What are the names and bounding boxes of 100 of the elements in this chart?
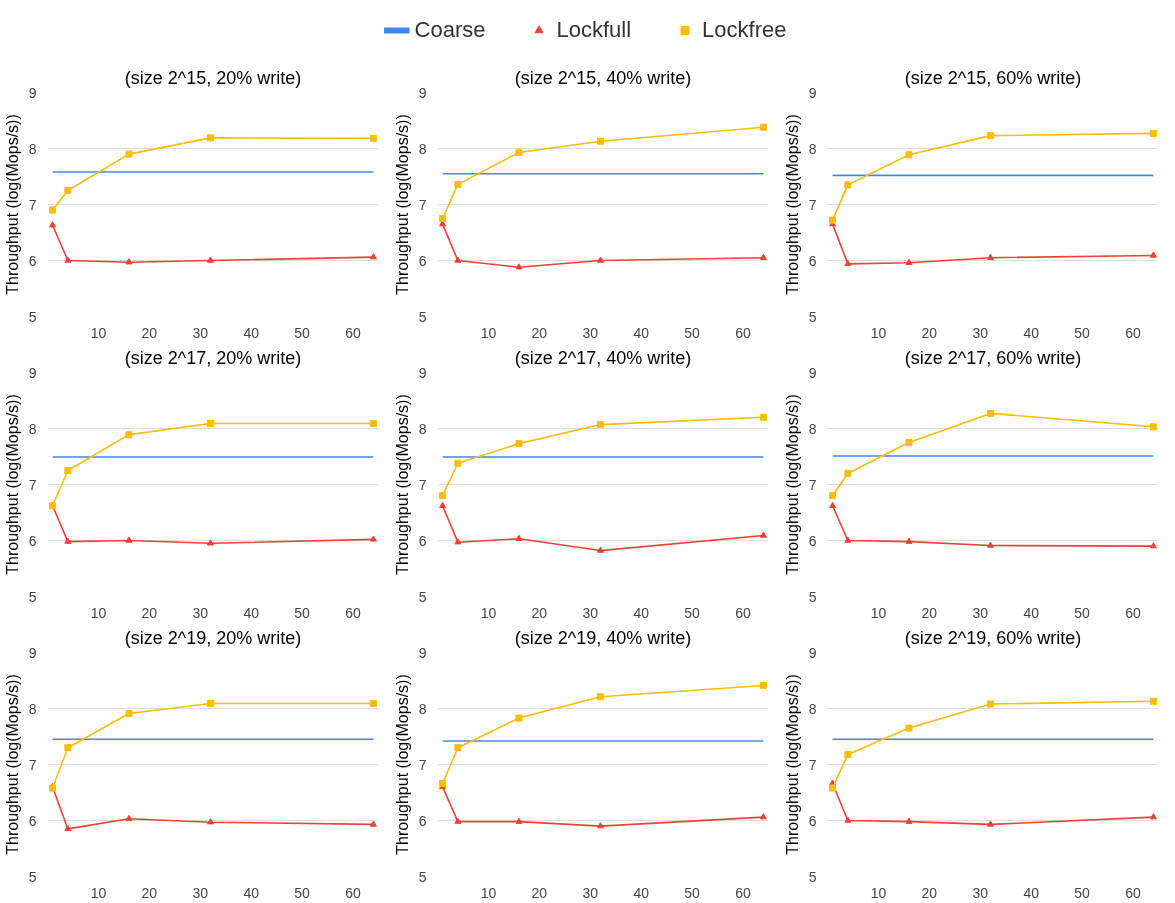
- y-tick-label: 8: [418, 140, 427, 157]
- y-tick-label: 7: [418, 196, 427, 213]
- chart-title: (size 2^15, 40% write): [514, 67, 692, 88]
- x-tick-label: 50: [1074, 884, 1091, 901]
- x-tick-label: 10: [90, 324, 107, 341]
- x-tick-label: 60: [345, 884, 362, 901]
- x-tick-label: 50: [294, 884, 311, 901]
- y-tick-label: 6: [808, 252, 817, 269]
- y-tick-label: 5: [808, 308, 817, 325]
- y-tick-label: 7: [28, 196, 37, 213]
- y-tick-label: 7: [418, 476, 427, 493]
- y-tick-label: 9: [808, 84, 817, 101]
- y-tick-label: 8: [28, 700, 37, 717]
- y-tick-label: 9: [418, 644, 427, 661]
- y-tick-label: 8: [808, 420, 817, 437]
- y-tick-label: 5: [28, 868, 37, 885]
- x-tick-label: 50: [684, 884, 701, 901]
- y-tick-label: 9: [28, 644, 37, 661]
- y-tick-label: 9: [418, 84, 427, 101]
- legend-label: Lockfree: [702, 17, 787, 43]
- y-tick-label: 5: [808, 868, 817, 885]
- chart-title: (size 2^15, 60% write): [904, 67, 1082, 88]
- x-tick-label: 10: [870, 884, 887, 901]
- y-tick-label: 7: [808, 196, 817, 213]
- y-axis-title: Throughput (log(Mops/s)): [3, 394, 21, 575]
- x-tick-label: 40: [243, 884, 260, 901]
- x-tick-label: 60: [345, 324, 362, 341]
- x-tick-label: 40: [633, 604, 650, 621]
- y-tick-label: 7: [418, 756, 427, 773]
- x-tick-label: 30: [972, 604, 989, 621]
- legend-label: Lockfull: [556, 17, 632, 43]
- x-tick-label: 20: [141, 324, 158, 341]
- x-tick-label: 40: [633, 324, 650, 341]
- x-tick-label: 30: [582, 604, 599, 621]
- x-tick-label: 60: [735, 884, 752, 901]
- y-tick-label: 8: [418, 420, 427, 437]
- chart-title: (size 2^17, 60% write): [904, 347, 1082, 368]
- y-axis-title: Throughput (log(Mops/s)): [3, 674, 21, 855]
- y-tick-label: 6: [808, 812, 817, 829]
- y-tick-label: 7: [28, 756, 37, 773]
- x-tick-label: 60: [735, 604, 752, 621]
- y-tick-label: 8: [28, 140, 37, 157]
- y-tick-label: 6: [28, 252, 37, 269]
- x-tick-label: 20: [141, 604, 158, 621]
- x-tick-label: 40: [1023, 884, 1040, 901]
- x-tick-label: 50: [1074, 324, 1091, 341]
- y-tick-label: 6: [28, 812, 37, 829]
- x-tick-label: 50: [294, 324, 311, 341]
- chart-title: (size 2^19, 20% write): [124, 627, 302, 648]
- y-tick-label: 6: [28, 532, 37, 549]
- x-tick-label: 60: [345, 604, 362, 621]
- y-tick-label: 8: [808, 700, 817, 717]
- y-axis-title: Throughput (log(Mops/s)): [3, 114, 21, 295]
- x-tick-label: 40: [243, 324, 260, 341]
- x-tick-label: 30: [192, 604, 209, 621]
- y-tick-label: 9: [418, 364, 427, 381]
- y-tick-label: 9: [28, 84, 37, 101]
- x-tick-label: 40: [1023, 604, 1040, 621]
- x-tick-label: 30: [192, 324, 209, 341]
- y-tick-label: 5: [28, 588, 37, 605]
- chart-title: (size 2^17, 40% write): [514, 347, 692, 368]
- y-axis-title: Throughput (log(Mops/s)): [783, 114, 801, 295]
- chart-title: (size 2^17, 20% write): [124, 347, 302, 368]
- chart-title: (size 2^15, 20% write): [124, 67, 302, 88]
- y-tick-label: 8: [808, 140, 817, 157]
- x-tick-label: 20: [921, 884, 938, 901]
- y-tick-label: 7: [808, 756, 817, 773]
- y-tick-label: 6: [418, 532, 427, 549]
- x-tick-label: 40: [1023, 324, 1040, 341]
- x-tick-label: 30: [582, 884, 599, 901]
- y-tick-label: 5: [808, 588, 817, 605]
- x-tick-label: 40: [243, 604, 260, 621]
- y-tick-label: 9: [28, 364, 37, 381]
- x-tick-label: 10: [870, 604, 887, 621]
- y-tick-label: 9: [808, 644, 817, 661]
- y-tick-label: 5: [28, 308, 37, 325]
- x-tick-label: 20: [531, 604, 548, 621]
- y-axis-title: Throughput (log(Mops/s)): [783, 394, 801, 575]
- y-axis-title: Throughput (log(Mops/s)): [393, 674, 411, 855]
- y-tick-label: 5: [418, 868, 427, 885]
- chart-title: (size 2^19, 40% write): [514, 627, 692, 648]
- x-tick-label: 20: [141, 884, 158, 901]
- x-tick-label: 10: [480, 324, 497, 341]
- y-axis-title: Throughput (log(Mops/s)): [393, 394, 411, 575]
- x-tick-label: 10: [90, 604, 107, 621]
- x-tick-label: 20: [531, 324, 548, 341]
- chart-title: (size 2^19, 60% write): [904, 627, 1082, 648]
- x-tick-label: 50: [294, 604, 311, 621]
- y-tick-label: 7: [28, 476, 37, 493]
- y-tick-label: 6: [418, 252, 427, 269]
- x-tick-label: 50: [1074, 604, 1091, 621]
- x-tick-label: 50: [684, 604, 701, 621]
- x-tick-label: 60: [1125, 324, 1142, 341]
- x-tick-label: 30: [582, 324, 599, 341]
- y-tick-label: 7: [808, 476, 817, 493]
- x-tick-label: 50: [684, 324, 701, 341]
- y-tick-label: 5: [418, 588, 427, 605]
- x-tick-label: 10: [480, 604, 497, 621]
- x-tick-label: 10: [870, 324, 887, 341]
- x-tick-label: 60: [735, 324, 752, 341]
